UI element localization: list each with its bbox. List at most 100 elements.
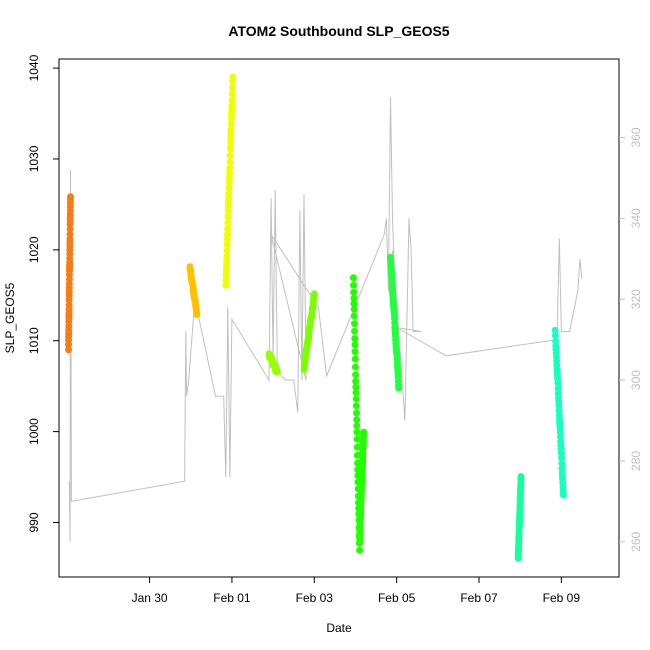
x-tick-label: Feb 05 [378,591,416,605]
data-point [558,454,566,462]
data-point [350,305,358,313]
series-group [65,193,74,354]
x-tick-label: Feb 03 [296,591,334,605]
data-point [350,294,358,302]
data-point [224,231,231,238]
series-group [356,428,368,546]
data-point [223,253,231,261]
y-tick-label: 1000 [27,418,41,445]
y-tick-label: 1030 [27,145,41,172]
data-point [351,363,359,371]
data-point [228,90,236,98]
data-point [224,213,232,221]
data-point [225,194,233,202]
data-point [273,368,281,375]
data-point [353,435,361,443]
chart-title: ATOM2 Southbound SLP_GEOS5 [228,23,449,39]
x-tick-label: Feb 09 [543,591,581,605]
data-point [223,246,231,254]
data-point [351,334,359,342]
data-point [395,384,403,392]
data-point [352,389,360,397]
data-point [226,151,234,159]
data-point [223,258,231,266]
data-point [353,443,361,451]
data-point [352,402,360,410]
y-tick-label: 990 [27,512,41,532]
y2-tick-label: 360 [629,127,643,147]
data-point [228,96,236,104]
data-point [350,312,358,320]
data-point [226,164,234,172]
series-group [300,290,318,373]
data-point [193,311,201,318]
data-point [353,409,360,417]
data-point [352,377,360,385]
data-point [350,281,358,289]
y2-tick-label: 260 [629,531,643,551]
data-point [352,395,360,403]
data-point [222,276,230,283]
data-point [229,78,237,86]
data-point [65,301,73,309]
secondary-series-line [68,96,583,542]
data-point [349,274,357,282]
data-point [226,145,234,153]
series-layer [65,73,567,562]
y2-tick-label: 300 [629,370,643,390]
y2-tick-label: 340 [629,208,643,228]
y2-tick-label: 320 [629,289,643,309]
data-point [352,371,360,379]
data-point [554,379,562,387]
data-point [558,459,566,467]
secondary-series-layer [68,96,583,542]
y-axis-label: SLP_GEOS5 [3,282,17,353]
y2-tick-label: 280 [629,451,643,471]
series-group [186,263,201,318]
x-tick-label: Feb 07 [460,591,498,605]
y-tick-label: 1020 [27,236,41,263]
x-axis-label: Date [326,621,352,635]
data-point [352,383,360,391]
data-point [66,230,74,238]
data-point [351,341,359,349]
data-point [229,73,237,81]
plot-frame [58,58,620,578]
data-point [517,473,525,480]
data-point [222,281,230,289]
data-point [67,193,74,201]
data-point [360,428,368,436]
data-point [559,491,567,499]
data-point [351,355,359,363]
data-point [353,451,361,459]
series-group [265,350,281,376]
data-point [223,241,231,248]
series-group [222,73,237,289]
data-point [225,189,233,197]
data-point [225,183,233,191]
data-point [353,422,361,430]
y-tick-label: 1010 [27,327,41,354]
data-point [226,158,234,166]
data-point [228,84,236,92]
data-point [356,546,364,554]
data-point [353,428,361,436]
data-point [224,219,232,227]
data-point [351,320,358,328]
data-point [555,406,563,414]
x-tick-label: Feb 01 [213,591,251,605]
x-tick-label: Jan 30 [132,591,168,605]
data-point [350,300,358,308]
data-point [66,225,74,233]
data-point [228,101,236,109]
series-group [514,473,525,562]
series-group [551,326,567,499]
data-point [227,125,235,133]
data-point [551,332,559,339]
data-point [350,288,358,296]
series-group [387,253,403,392]
data-point [351,327,359,335]
data-point [554,384,562,392]
data-point [65,346,72,354]
